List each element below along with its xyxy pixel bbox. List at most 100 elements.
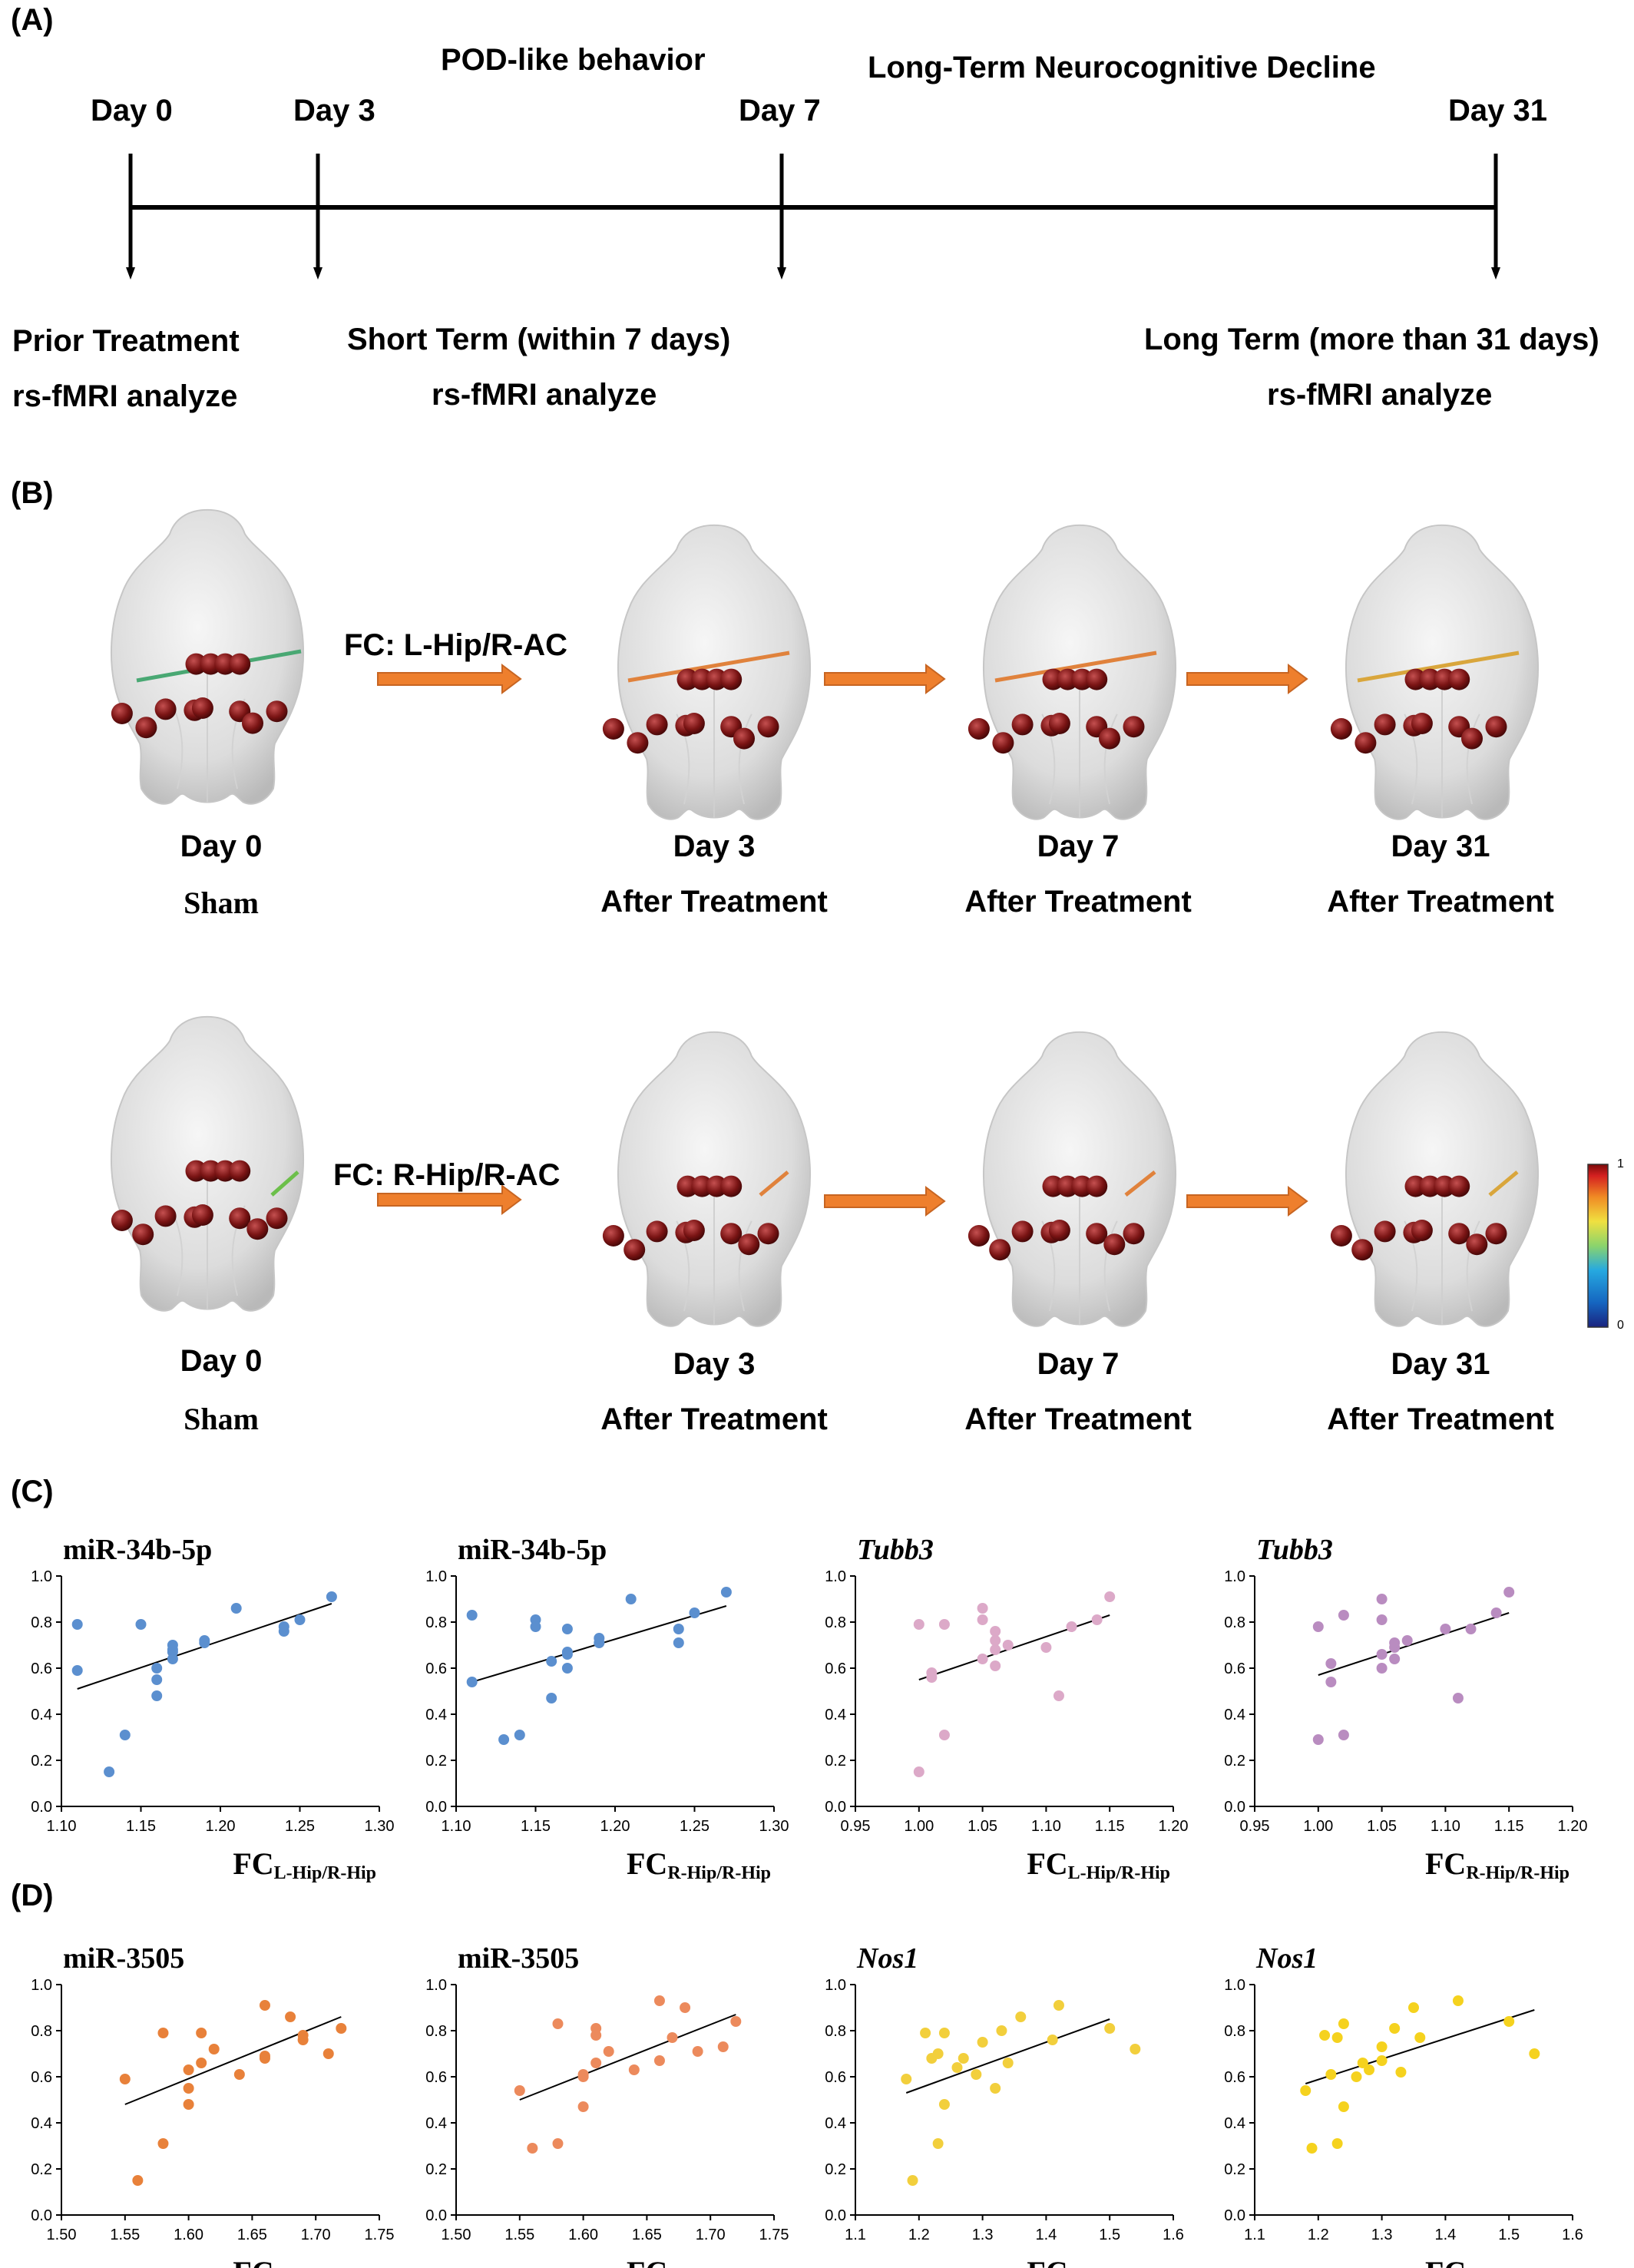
brain-node — [1466, 1233, 1488, 1256]
arrow-row2-3 — [1186, 1186, 1308, 1217]
brain-node — [733, 727, 755, 750]
short-term-analysis: rs-fMRI analyze — [432, 378, 657, 412]
data-point — [1331, 2032, 1343, 2043]
scatter-chart-7: 0.0 0.2 0.4 0.6 0.8 1.0 1.1 1.2 1.3 1.4 1.5 1.6 Nos1… — [825, 1942, 1184, 2268]
data-point — [546, 1693, 557, 1703]
brain-node — [1374, 714, 1396, 736]
data-point — [514, 1730, 525, 1740]
data-point — [1325, 2069, 1337, 2080]
y-tick-label: 0.8 — [425, 1614, 447, 1631]
brain-node — [1448, 1223, 1470, 1245]
data-point — [183, 2083, 194, 2094]
colorbar-max-label: 1 — [1617, 1157, 1624, 1170]
x-tick-label: 1.15 — [521, 1818, 551, 1835]
x-tick-label: 1.70 — [301, 2227, 331, 2243]
data-point — [1002, 2058, 1014, 2068]
regression-line — [124, 2016, 342, 2105]
data-point — [1130, 2044, 1141, 2054]
phase-pod-label: POD-like behavior — [441, 43, 706, 77]
data-point — [167, 1640, 178, 1651]
x-tick-label: 0.95 — [841, 1818, 871, 1835]
data-point — [590, 2030, 602, 2041]
y-tick-label: 0.0 — [425, 1799, 447, 1816]
brain-node — [1048, 1220, 1070, 1241]
brain-node — [1103, 1233, 1126, 1256]
data-point — [717, 2041, 729, 2052]
x-tick-label: 1.30 — [365, 1818, 395, 1835]
y-tick-label: 0.0 — [31, 2207, 52, 2224]
scatter-chart-4: 0.0 0.2 0.4 0.6 0.8 1.0 0.95 1.00 1.05 1.10 1.15 1.… — [1224, 1534, 1587, 1883]
chart-title: Nos1 — [856, 1942, 918, 1975]
phase-longterm-label: Long-Term Neurocognitive Decline — [868, 51, 1376, 84]
data-point — [71, 1619, 83, 1630]
data-point — [119, 2074, 131, 2084]
data-point — [259, 2053, 270, 2064]
axis-lines — [455, 1576, 774, 1807]
data-point — [673, 1637, 684, 1648]
brain-node — [602, 1225, 624, 1247]
x-tick-label: 1.65 — [632, 2227, 662, 2243]
data-point — [926, 1667, 938, 1678]
data-point — [1401, 1635, 1413, 1646]
regression-line — [519, 2014, 736, 2101]
x-axis-label: FCL-Hip/R-Hip — [1027, 2255, 1170, 2268]
brain-node — [624, 1239, 646, 1261]
x-tick-label: 1.05 — [1367, 1818, 1397, 1835]
brain-node — [1011, 1220, 1034, 1243]
data-point — [653, 2055, 665, 2066]
data-point — [326, 1591, 337, 1602]
data-point — [913, 1619, 925, 1630]
data-point — [1408, 2002, 1419, 2013]
x-tick-label: 1.20 — [1159, 1818, 1189, 1835]
data-point — [938, 1730, 950, 1740]
y-tick-label: 0.6 — [425, 2069, 447, 2086]
colorbar — [1587, 1164, 1609, 1328]
data-point — [1376, 1663, 1388, 1674]
data-point — [530, 1621, 541, 1632]
brain-node — [1330, 718, 1352, 740]
y-tick-label: 0.2 — [1224, 1753, 1245, 1770]
x-tick-label: 1.15 — [126, 1818, 156, 1835]
chart-title: miR-3505 — [458, 1942, 579, 1975]
axis-lines — [1254, 1576, 1573, 1807]
data-point — [625, 1594, 637, 1604]
data-point — [208, 2044, 220, 2054]
row1-day7-title: Day 7 — [1037, 829, 1120, 863]
brain-node — [191, 697, 213, 719]
y-tick-label: 0.2 — [825, 1753, 846, 1770]
row2-day7-title: Day 7 — [1037, 1347, 1120, 1381]
prior-treatment-analysis: rs-fMRI analyze — [12, 379, 238, 413]
data-point — [104, 1766, 115, 1777]
data-point — [938, 1619, 950, 1630]
row1-day31-title: Day 31 — [1391, 829, 1490, 863]
data-point — [1104, 2023, 1116, 2034]
x-tick-label: 1.10 — [1031, 1818, 1061, 1835]
data-point — [666, 2032, 678, 2043]
brain-node — [968, 718, 990, 740]
data-point — [561, 1647, 573, 1657]
data-point — [294, 1614, 306, 1625]
x-tick-label: 1.30 — [759, 1818, 789, 1835]
data-point — [552, 2018, 564, 2029]
x-tick-label: 1.2 — [1308, 2227, 1329, 2243]
data-point — [498, 1734, 510, 1745]
row2-day31-sub: After Treatment — [1327, 1402, 1554, 1436]
y-tick-label: 1.0 — [31, 1977, 52, 1994]
brain-node — [1351, 1239, 1374, 1261]
data-point — [1002, 1640, 1014, 1651]
y-tick-label: 0.4 — [825, 1707, 846, 1723]
prior-treatment-label: Prior Treatment — [12, 324, 240, 358]
y-tick-label: 0.6 — [825, 1660, 846, 1677]
brain-node — [191, 1204, 213, 1226]
brain-node — [266, 1207, 288, 1230]
brain-node — [1099, 727, 1120, 750]
data-point — [157, 2138, 169, 2149]
data-point — [653, 1995, 665, 2006]
x-axis-label: FCL-Hip/R-Hip — [233, 1846, 376, 1883]
brain-node — [720, 1175, 743, 1197]
data-point — [278, 1621, 289, 1632]
x-tick-label: 1.5 — [1498, 2227, 1520, 2243]
brain-node — [646, 1220, 668, 1243]
data-point — [514, 2085, 525, 2096]
